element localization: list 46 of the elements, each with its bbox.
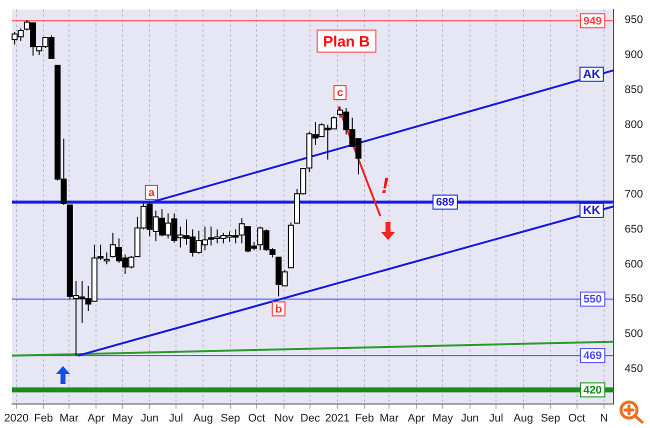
y-tick-label: 500	[624, 328, 644, 340]
x-tick-label: 2020	[4, 412, 29, 424]
x-tick-label: Nov	[274, 412, 294, 424]
y-tick-label: 900	[624, 48, 644, 61]
annotation: a	[148, 186, 156, 199]
x-tick-label: Mar	[60, 412, 79, 424]
x-tick-label: Oct	[568, 412, 586, 424]
x-tick-label: Apr	[408, 412, 426, 424]
ref-line-label: 689	[436, 196, 454, 209]
y-tick-label: 850	[624, 84, 644, 96]
ref-line-label: 469	[583, 350, 602, 362]
x-tick-label: Sep	[220, 412, 240, 424]
y-tick-label: 800	[624, 118, 644, 131]
x-tick-label: N	[600, 412, 608, 424]
ref-line-label: 550	[583, 294, 602, 306]
x-tick-label: Mar	[380, 412, 399, 424]
y-tick-label: 450	[624, 362, 644, 375]
y-tick-label: 750	[624, 154, 644, 166]
x-tick-label: Jul	[489, 412, 504, 424]
y-tick-label: 550	[624, 293, 644, 306]
ref-line-label: 949	[583, 15, 602, 28]
y-tick-label: 650	[624, 223, 644, 236]
y-tick-label: 950	[624, 14, 644, 26]
ref-line-label: 420	[583, 384, 602, 396]
x-tick-label: Jul	[168, 412, 184, 424]
x-tick-label: 2021	[325, 412, 350, 424]
x-tick-label: Oct	[248, 412, 266, 424]
x-tick-label: Apr	[88, 412, 106, 424]
y-tick-label: 700	[624, 188, 644, 201]
annotation: Plan B	[323, 33, 370, 50]
series-label: AK	[582, 67, 601, 82]
x-tick-label: May	[432, 412, 454, 424]
x-tick-label: May	[112, 412, 134, 424]
x-tick-label: Sep	[540, 412, 560, 424]
annotation: c	[336, 87, 344, 100]
x-tick-label: Feb	[34, 412, 54, 424]
x-tick-label: Jun	[460, 412, 479, 424]
x-tick-label: Aug	[514, 412, 534, 424]
x-tick-label: Dec	[300, 412, 320, 424]
annotation: b	[275, 303, 282, 316]
annotation: !	[381, 173, 389, 198]
y-tick-label: 600	[624, 258, 644, 270]
x-tick-label: Aug	[193, 412, 213, 424]
x-tick-label: Jun	[140, 412, 159, 424]
series-label: KK	[582, 203, 601, 218]
x-tick-label: Feb	[355, 412, 374, 424]
